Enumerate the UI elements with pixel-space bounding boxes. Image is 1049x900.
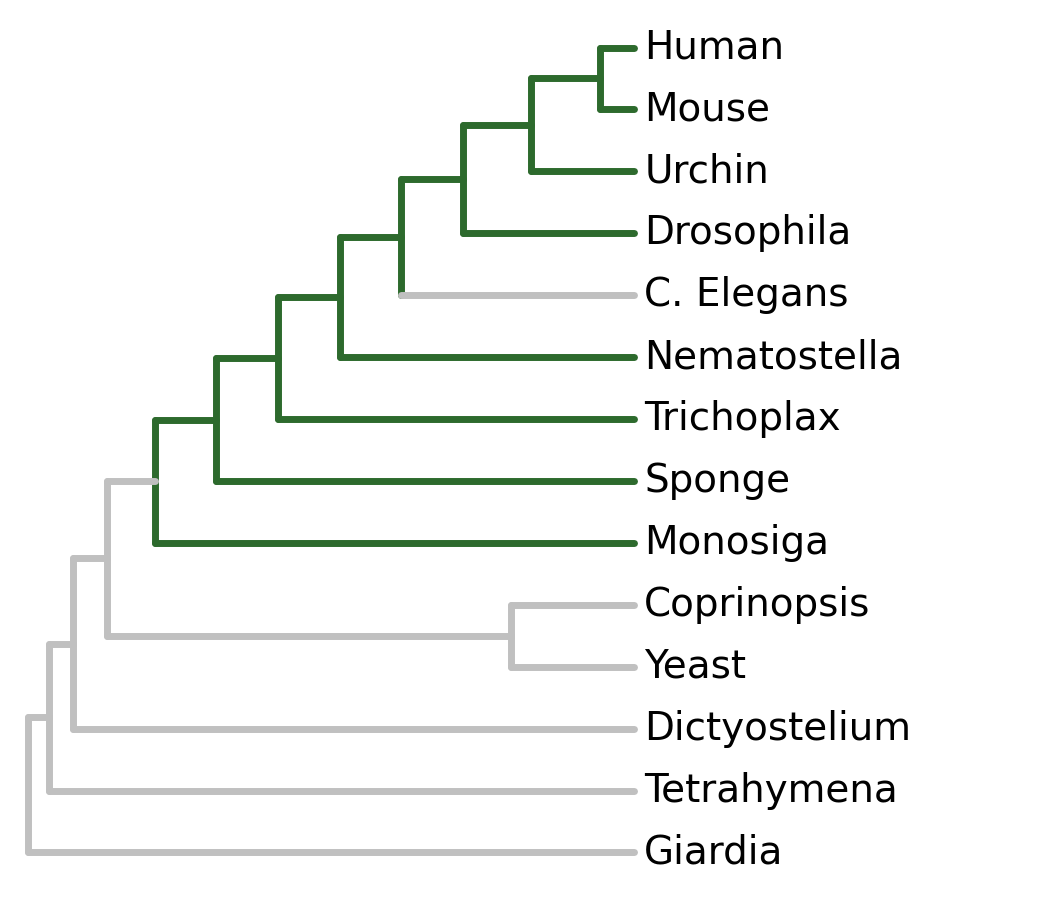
Text: Human: Human (644, 29, 785, 67)
Text: Trichoplax: Trichoplax (644, 400, 841, 438)
Text: Monosiga: Monosiga (644, 524, 830, 562)
Text: Nematostella: Nematostella (644, 338, 903, 376)
Text: Urchin: Urchin (644, 152, 769, 191)
Text: C. Elegans: C. Elegans (644, 276, 849, 314)
Text: Tetrahymena: Tetrahymena (644, 771, 898, 810)
Text: Dictyostelium: Dictyostelium (644, 709, 912, 748)
Text: Giardia: Giardia (644, 833, 784, 871)
Text: Mouse: Mouse (644, 90, 770, 129)
Text: Drosophila: Drosophila (644, 214, 852, 252)
Text: Coprinopsis: Coprinopsis (644, 586, 871, 624)
Text: Sponge: Sponge (644, 462, 791, 500)
Text: Yeast: Yeast (644, 648, 746, 686)
